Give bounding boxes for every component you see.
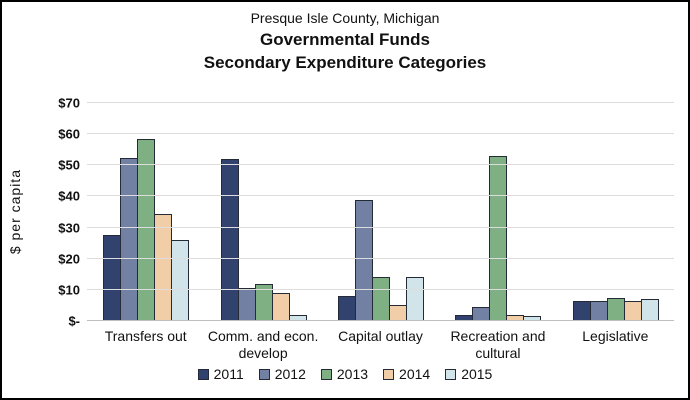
- bar-groups: [87, 103, 674, 321]
- y-axis-title: $ per capita: [6, 103, 24, 321]
- bar-2013-category-0: [137, 138, 156, 321]
- y-axis-ticks: $- $10 $20 $30 $40 $50 $60 $70: [30, 96, 80, 329]
- bar-group-2: [322, 103, 439, 321]
- category-label-0: Transfers out: [104, 328, 187, 344]
- chart-title-line1: Governmental Funds: [259, 30, 431, 49]
- bar-2015-category-0: [171, 240, 190, 321]
- x-axis-line: [87, 320, 674, 321]
- legend-item-2012: 2012: [258, 366, 306, 382]
- legend-item-2015: 2015: [445, 366, 492, 382]
- y-tick-label: $-: [68, 313, 80, 329]
- category-label-4: Legislative: [582, 328, 649, 344]
- gridline: [87, 288, 674, 290]
- bar-2011-category-0: [103, 235, 122, 321]
- bar-2014-category-4: [623, 300, 642, 321]
- legend-label-2014: 2014: [399, 366, 431, 382]
- y-tick-label: $30: [58, 220, 80, 236]
- legend-label-2012: 2012: [274, 366, 306, 382]
- category-label-3: Recreation and cultural: [450, 328, 546, 361]
- legend-label-2015: 2015: [461, 366, 493, 382]
- bar-2011-category-1: [220, 159, 239, 321]
- gridline: [87, 164, 674, 166]
- chart-titles: Presque Isle County, Michigan Government…: [2, 9, 688, 74]
- bar-2013-category-3: [489, 155, 508, 321]
- category-label-2: Capital outlay: [338, 328, 423, 344]
- legend-swatch-2011: [197, 368, 209, 380]
- legend-item-2011: 2011: [197, 366, 244, 382]
- legend-item-2014: 2014: [383, 366, 430, 382]
- gridline: [87, 195, 674, 197]
- y-tick-label: $70: [58, 95, 80, 111]
- gridline: [87, 133, 674, 135]
- y-tick-label: $50: [58, 157, 80, 173]
- legend-swatch-2013: [320, 368, 332, 380]
- bar-2015-category-2: [406, 277, 425, 321]
- legend-label-2013: 2013: [336, 366, 369, 382]
- chart-subtitle: Presque Isle County, Michigan: [250, 10, 440, 26]
- y-tick-label: $20: [58, 251, 80, 267]
- bar-2014-category-1: [271, 292, 290, 321]
- bar-2012-category-3: [472, 307, 491, 321]
- legend: 2011 2012 2013 2014 2015: [2, 366, 688, 382]
- bar-2012-category-4: [589, 300, 608, 321]
- y-tick-label: $10: [58, 282, 80, 298]
- bar-2012-category-1: [237, 288, 256, 321]
- bar-2011-category-4: [572, 300, 591, 321]
- gridline: [87, 226, 674, 228]
- chart-title-line2: Secondary Expenditure Categories: [203, 53, 487, 72]
- bar-2013-category-4: [606, 297, 625, 321]
- plot-area: [87, 102, 674, 321]
- legend-label-2011: 2011: [213, 366, 244, 382]
- gridline: [87, 257, 674, 259]
- bar-2014-category-2: [389, 305, 408, 321]
- legend-swatch-2012: [258, 368, 270, 380]
- bar-2011-category-2: [338, 296, 357, 321]
- bar-2012-category-0: [120, 157, 139, 321]
- bar-2012-category-2: [355, 199, 374, 321]
- bar-2013-category-2: [372, 277, 391, 321]
- bar-group-0: [87, 103, 204, 321]
- category-label-1: Comm. and econ. develop: [207, 328, 319, 361]
- bar-2015-category-4: [640, 299, 659, 321]
- legend-swatch-2014: [383, 368, 395, 380]
- legend-swatch-2015: [445, 368, 457, 380]
- legend-item-2013: 2013: [320, 366, 369, 382]
- gridline: [87, 102, 674, 103]
- x-axis-labels: Transfers out Comm. and econ. develop Capi…: [87, 328, 674, 362]
- y-axis-title-text: $ per capita: [7, 169, 23, 255]
- y-tick-label: $60: [58, 126, 80, 142]
- bar-2014-category-0: [154, 213, 173, 321]
- y-tick-label: $40: [58, 188, 80, 204]
